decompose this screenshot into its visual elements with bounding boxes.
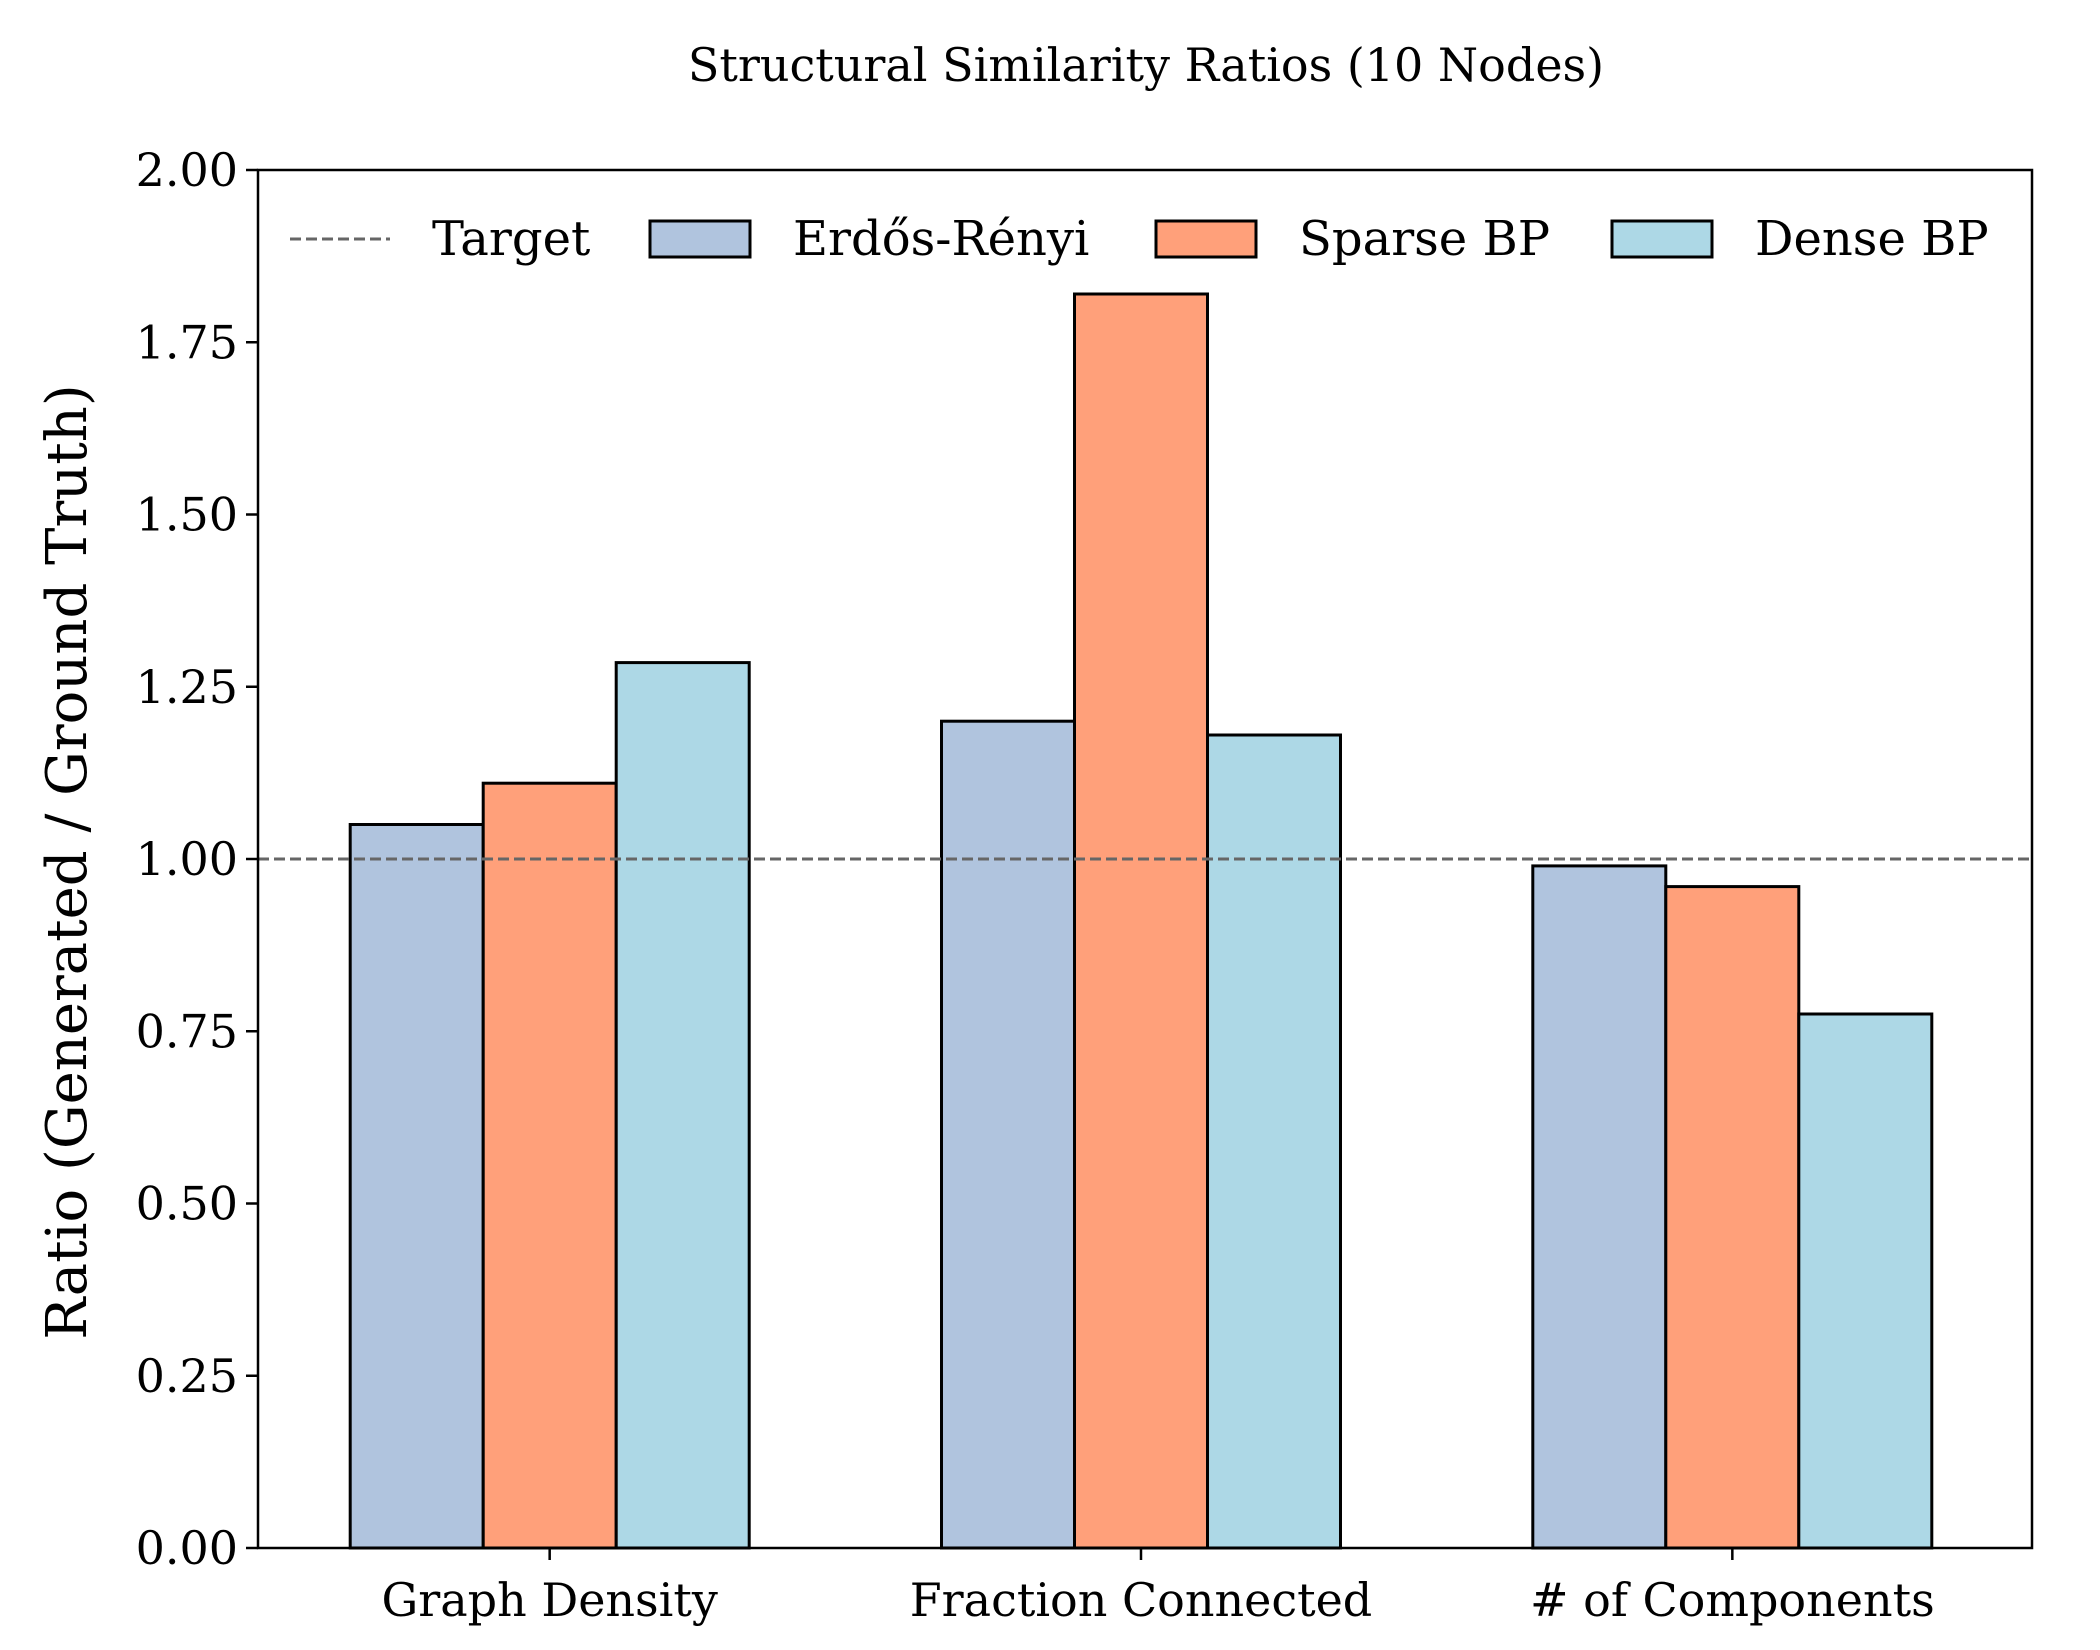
x-tick-label: Graph Density bbox=[381, 1573, 717, 1627]
y-tick-label: 0.00 bbox=[136, 1521, 238, 1575]
x-tick-label: # of Components bbox=[1530, 1573, 1935, 1627]
legend-swatch bbox=[1610, 219, 1714, 259]
y-tick-label: 0.50 bbox=[136, 1177, 238, 1231]
y-axis-label: Ratio (Generated / Ground Truth) bbox=[35, 384, 100, 1339]
legend-label: Target bbox=[432, 211, 590, 267]
y-tick-label: 1.75 bbox=[136, 315, 238, 369]
y-tick-label: 2.00 bbox=[136, 143, 238, 197]
bar bbox=[1073, 292, 1209, 1550]
bar bbox=[1206, 733, 1342, 1550]
chart-title: Structural Similarity Ratios (10 Nodes) bbox=[688, 38, 1604, 92]
bar bbox=[348, 823, 485, 1550]
y-tick-label: 1.25 bbox=[136, 660, 238, 714]
bar bbox=[1797, 1012, 1934, 1550]
y-tick-label: 1.00 bbox=[136, 832, 238, 886]
bar bbox=[940, 719, 1076, 1550]
bar bbox=[1664, 885, 1801, 1550]
bar bbox=[481, 781, 618, 1550]
legend-swatch bbox=[1154, 219, 1258, 259]
legend-label: Dense BP bbox=[1755, 211, 1989, 267]
bar bbox=[1531, 864, 1668, 1550]
y-tick-label: 1.50 bbox=[136, 488, 238, 542]
x-tick-label: Fraction Connected bbox=[910, 1573, 1373, 1627]
legend: Target Erdős-Rényi Sparse BP Dense BP bbox=[290, 211, 1989, 267]
legend-label: Erdős-Rényi bbox=[793, 211, 1089, 267]
legend-swatch bbox=[648, 219, 752, 259]
legend-label: Sparse BP bbox=[1299, 211, 1550, 267]
y-tick-label: 0.25 bbox=[136, 1349, 238, 1403]
plot-area: 0.00 0.25 0.50 0.75 1.00 1.25 1.50 1.75 2.00 Grap… bbox=[136, 143, 2034, 1627]
bar bbox=[614, 661, 751, 1550]
y-tick-label: 0.75 bbox=[136, 1004, 238, 1058]
